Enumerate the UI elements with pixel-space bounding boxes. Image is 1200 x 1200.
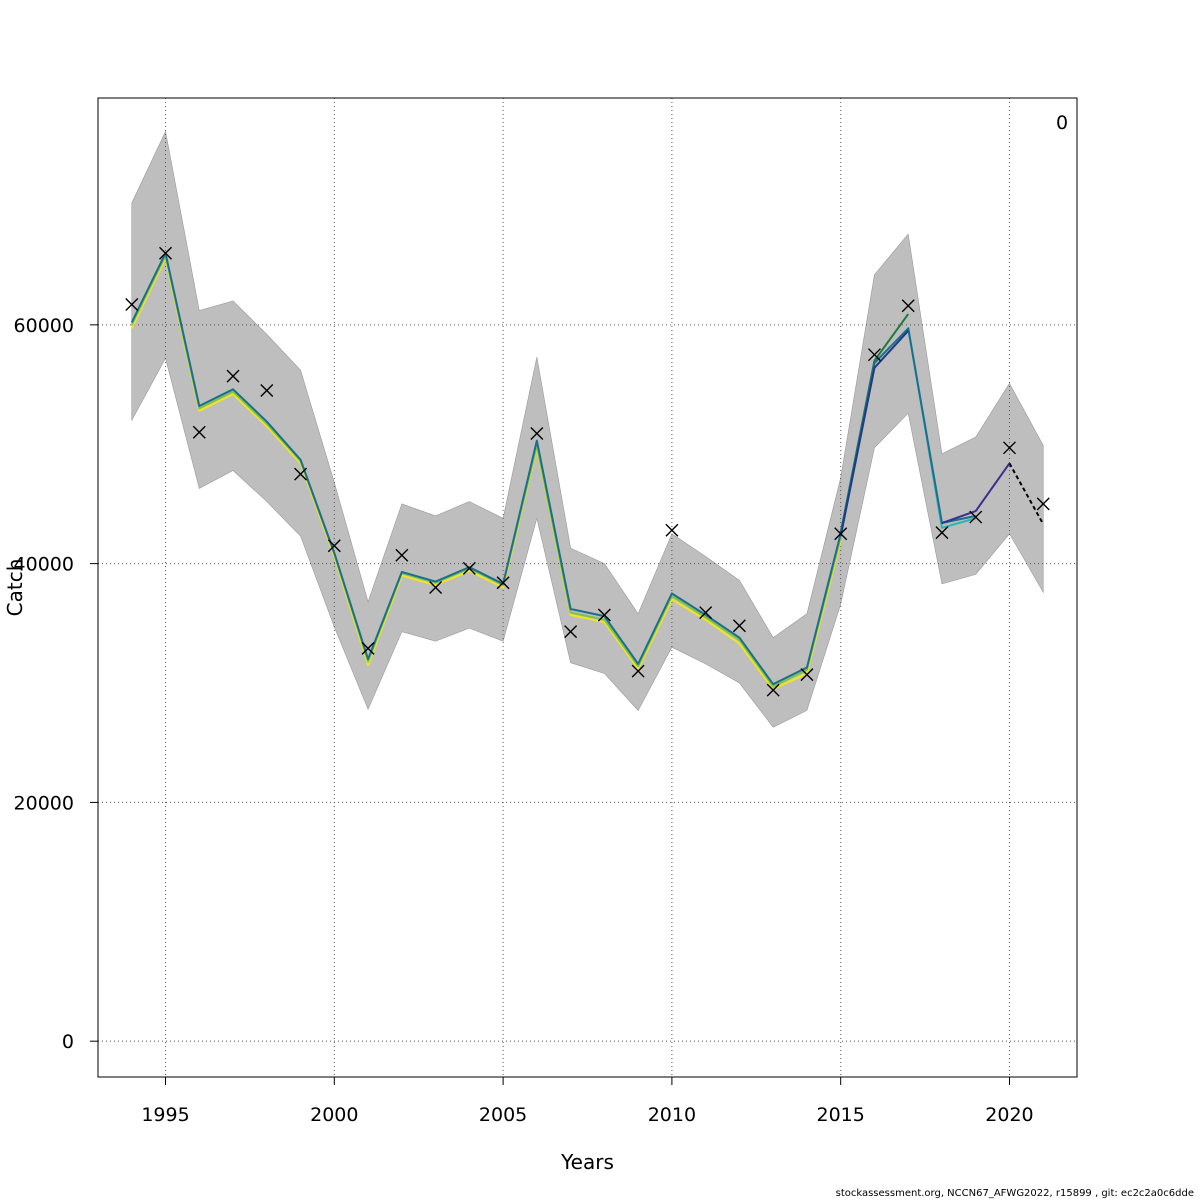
observation-mark	[969, 510, 983, 524]
observation-mark	[125, 298, 139, 312]
observation-mark	[732, 619, 746, 633]
observation-point	[867, 348, 881, 362]
observation-point	[1036, 497, 1050, 511]
plot-frame	[97, 97, 1078, 1078]
observation-point	[631, 664, 645, 678]
observation-point	[564, 625, 578, 639]
y-axis-title: Catch	[3, 559, 27, 617]
observation-point	[192, 425, 206, 439]
y-tick-label: 60000	[14, 315, 74, 337]
observation-point	[935, 526, 949, 540]
observation-point	[327, 539, 341, 553]
observation-point	[159, 246, 173, 260]
observation-point	[395, 548, 409, 562]
observation-mark	[294, 467, 308, 481]
observation-mark	[260, 384, 274, 398]
observation-point	[530, 426, 544, 440]
observation-mark	[327, 539, 341, 553]
observation-mark	[395, 548, 409, 562]
observation-mark	[226, 369, 240, 383]
series-line-run-2	[941, 462, 1011, 524]
y-tick-label: 20000	[14, 792, 74, 814]
y-axis: 0 20000 40000 60000	[14, 315, 98, 1053]
x-tick-label: 2015	[817, 1104, 865, 1126]
observation-mark	[192, 425, 206, 439]
x-tick-label: 2020	[985, 1104, 1033, 1126]
observation-point	[260, 384, 274, 398]
observation-point	[429, 581, 443, 594]
footer-credit: stockassessment.org, NCCN67_AFWG2022, r1…	[835, 1188, 1194, 1199]
observation-point	[1002, 441, 1016, 455]
observation-point	[361, 641, 375, 655]
observation-point	[462, 561, 476, 575]
x-tick-label: 1995	[141, 1104, 189, 1126]
observation-mark	[699, 606, 713, 620]
observation-point	[699, 606, 713, 620]
observation-mark	[800, 668, 814, 682]
observation-mark	[1036, 497, 1050, 511]
series-line-run-7	[130, 254, 842, 688]
series-line-run-8	[130, 256, 842, 690]
series-line-run-4	[130, 252, 976, 686]
observation-mark	[462, 561, 476, 575]
observation-point	[732, 619, 746, 633]
x-axis: 1995 2000 2005 2010 2015 2020	[141, 1077, 1034, 1126]
observation-point	[834, 527, 848, 541]
observation-mark	[429, 581, 443, 594]
corner-label: 0	[1056, 112, 1068, 134]
observation-layer	[125, 246, 1050, 697]
x-tick-label: 2000	[310, 1104, 358, 1126]
observation-point	[597, 608, 611, 622]
y-tick-label: 0	[62, 1031, 74, 1053]
x-tick-label: 2005	[479, 1104, 527, 1126]
series-line-run-3	[839, 330, 909, 537]
observation-mark	[597, 608, 611, 622]
observation-point	[665, 523, 679, 537]
observation-point	[125, 298, 139, 312]
confidence-band	[131, 130, 1044, 728]
observation-mark	[159, 246, 173, 260]
observation-point	[496, 576, 510, 590]
observation-mark	[935, 526, 949, 540]
observation-point	[226, 369, 240, 383]
confidence-band-layer	[131, 130, 1044, 728]
observation-mark	[631, 664, 645, 678]
observation-mark	[496, 576, 510, 590]
observation-mark	[665, 523, 679, 537]
x-tick-label: 2010	[648, 1104, 696, 1126]
observation-mark	[1002, 441, 1016, 455]
observation-point	[766, 683, 780, 697]
observation-mark	[834, 527, 848, 541]
observation-mark	[530, 426, 544, 440]
observation-mark	[766, 683, 780, 697]
series-layer	[130, 252, 1045, 690]
observation-mark	[564, 625, 578, 639]
observation-mark	[867, 348, 881, 362]
observation-point	[969, 510, 983, 524]
observation-point	[901, 299, 915, 313]
observation-point	[294, 467, 308, 481]
observation-mark	[361, 641, 375, 655]
observation-mark	[901, 299, 915, 313]
observation-point	[800, 668, 814, 682]
series-line-run-1	[1008, 462, 1045, 525]
y-tick-label: 40000	[14, 554, 74, 576]
x-axis-title: Years	[560, 1150, 614, 1174]
